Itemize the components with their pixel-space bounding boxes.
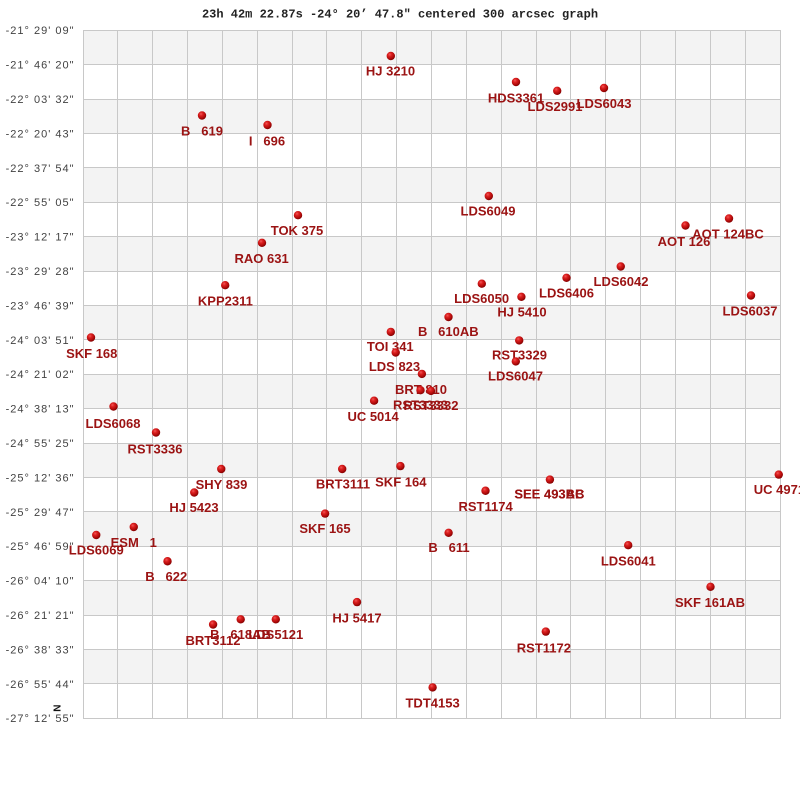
svg-text:HJ 5423: HJ 5423 xyxy=(169,500,218,515)
svg-text:B 611: B 611 xyxy=(428,540,469,555)
svg-text:-22° 20' 43": -22° 20' 43" xyxy=(6,128,75,140)
svg-text:SEE 493BC: SEE 493BC xyxy=(514,487,585,502)
svg-text:SEE 493AB: SEE 493AB xyxy=(514,487,584,502)
svg-text:HJ 5417: HJ 5417 xyxy=(332,611,381,626)
svg-text:TDT4153: TDT4153 xyxy=(405,695,459,710)
svg-text:LDS6041: LDS6041 xyxy=(601,554,656,569)
svg-text:-27° 12' 55": -27° 12' 55" xyxy=(6,713,75,725)
svg-text:TOK 375: TOK 375 xyxy=(271,223,324,238)
svg-text:SHY 839: SHY 839 xyxy=(196,477,248,492)
svg-text:-24° 38' 13": -24° 38' 13" xyxy=(6,404,75,416)
svg-text:-23° 46' 39": -23° 46' 39" xyxy=(6,300,75,312)
svg-text:-25° 29' 47": -25° 29' 47" xyxy=(6,507,75,519)
svg-text:LDS6406: LDS6406 xyxy=(539,286,594,301)
svg-text:BRT3111: BRT3111 xyxy=(316,476,370,491)
svg-text:-22° 37' 54": -22° 37' 54" xyxy=(6,163,75,175)
svg-text:-24° 03' 51": -24° 03' 51" xyxy=(6,335,75,347)
svg-text:B 610AB: B 610AB xyxy=(418,324,479,339)
svg-text:LDS6069: LDS6069 xyxy=(69,543,124,558)
svg-text:-25° 46' 59": -25° 46' 59" xyxy=(6,541,75,553)
svg-text:B 619: B 619 xyxy=(181,123,223,138)
svg-text:RST1174: RST1174 xyxy=(458,499,513,514)
svg-text:HJ 5410: HJ 5410 xyxy=(497,304,546,319)
svg-text:LDS6068: LDS6068 xyxy=(86,416,141,431)
svg-text:RST3332: RST3332 xyxy=(404,398,459,413)
svg-text:-26° 21' 21": -26° 21' 21" xyxy=(6,610,75,622)
svg-text:SKF 164: SKF 164 xyxy=(375,474,427,489)
svg-text:-24° 55' 25": -24° 55' 25" xyxy=(6,438,75,450)
svg-text:RST1172: RST1172 xyxy=(517,640,571,655)
svg-text:LDS 823: LDS 823 xyxy=(369,359,420,374)
svg-text:LDS5121: LDS5121 xyxy=(248,627,303,642)
svg-text:N: N xyxy=(52,705,63,712)
svg-text:LDS6050: LDS6050 xyxy=(454,291,509,306)
svg-text:-22° 55' 05": -22° 55' 05" xyxy=(6,197,75,209)
svg-text:LDS6043: LDS6043 xyxy=(577,96,632,111)
svg-text:SKF 161AB: SKF 161AB xyxy=(675,595,745,610)
svg-text:AOT 126: AOT 126 xyxy=(658,234,711,249)
svg-text:SKF 168: SKF 168 xyxy=(66,346,117,361)
svg-text:UC 5014: UC 5014 xyxy=(347,409,399,424)
svg-text:-26° 55' 44": -26° 55' 44" xyxy=(6,679,75,691)
svg-text:RST3336: RST3336 xyxy=(128,442,183,457)
svg-text:-21° 46' 20": -21° 46' 20" xyxy=(6,60,75,72)
svg-text:TOI 341: TOI 341 xyxy=(367,339,414,354)
svg-text:I 696: I 696 xyxy=(249,133,285,148)
svg-text:-25° 12' 36": -25° 12' 36" xyxy=(6,472,75,484)
svg-text:BRT3112: BRT3112 xyxy=(186,633,241,648)
svg-text:23h 42m 22.87s -24° 20’ 47.8": 23h 42m 22.87s -24° 20’ 47.8" centered 3… xyxy=(202,8,598,22)
svg-text:-23° 29' 28": -23° 29' 28" xyxy=(6,266,75,278)
svg-text:HDS3361: HDS3361 xyxy=(488,90,544,105)
svg-text:LDS6049: LDS6049 xyxy=(461,204,516,219)
svg-text:-21° 29' 09": -21° 29' 09" xyxy=(6,25,75,37)
svg-text:RAO 631: RAO 631 xyxy=(234,251,288,266)
svg-text:B 622: B 622 xyxy=(145,569,187,584)
svg-text:-23° 12' 17": -23° 12' 17" xyxy=(6,232,75,244)
svg-text:LDS6047: LDS6047 xyxy=(488,369,543,384)
svg-text:HJ 3210: HJ 3210 xyxy=(366,63,415,78)
svg-text:ESM 1: ESM 1 xyxy=(111,535,157,550)
svg-text:-24° 21' 02": -24° 21' 02" xyxy=(6,369,75,381)
svg-text:AOT 124BC: AOT 124BC xyxy=(692,227,764,242)
svg-text:-26° 38' 33": -26° 38' 33" xyxy=(6,644,75,656)
svg-text:UC 4971: UC 4971 xyxy=(754,482,800,497)
svg-text:LDS6042: LDS6042 xyxy=(594,274,649,289)
svg-text:-22° 03' 32": -22° 03' 32" xyxy=(6,94,75,106)
svg-text:KPP2311: KPP2311 xyxy=(198,293,253,308)
svg-text:RST3333: RST3333 xyxy=(393,398,448,413)
svg-text:B 618AB: B 618AB xyxy=(210,627,271,642)
svg-text:LDS6037: LDS6037 xyxy=(723,304,778,319)
svg-text:LDS2991: LDS2991 xyxy=(528,99,583,114)
svg-text:RST3329: RST3329 xyxy=(492,348,547,363)
svg-text:SKF 165: SKF 165 xyxy=(299,521,350,536)
svg-text:-26° 04' 10": -26° 04' 10" xyxy=(6,576,75,588)
